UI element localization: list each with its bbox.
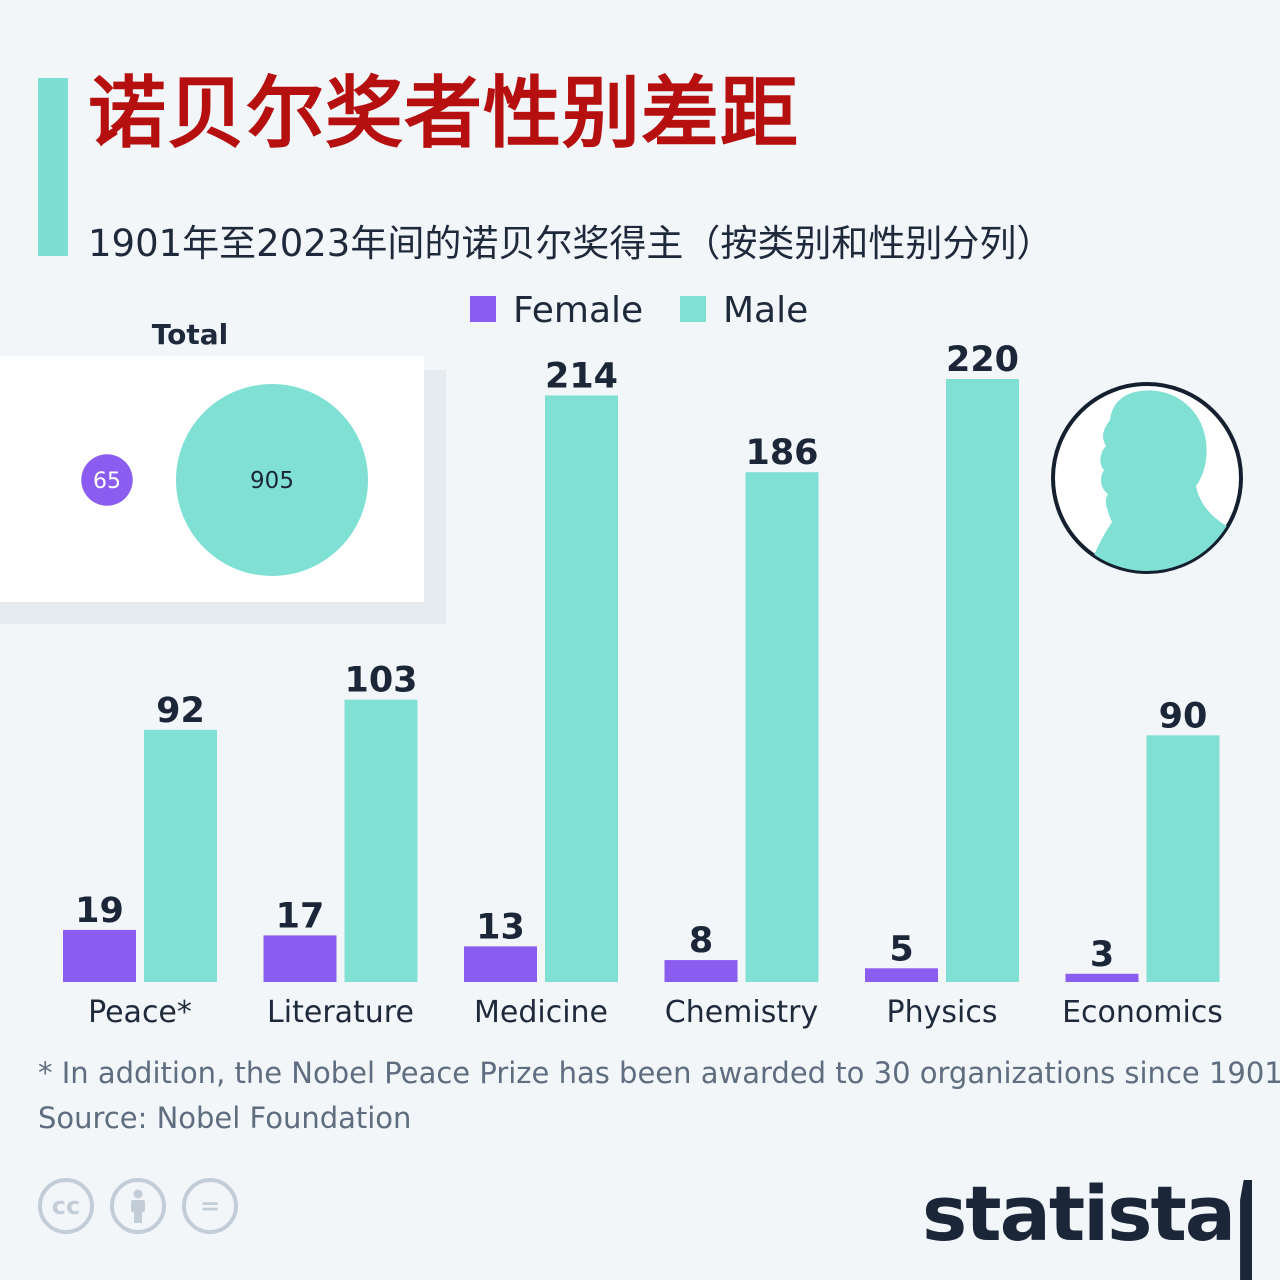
logo-text: statista: [922, 1172, 1236, 1258]
bar-female: [263, 935, 337, 982]
category-label: Economics: [1062, 995, 1223, 1030]
bar-female: [63, 929, 136, 982]
total-inset: Total 65 905: [0, 318, 446, 624]
legend: Female Male: [470, 290, 808, 331]
page-title: 诺贝尔奖者性别差距: [88, 69, 800, 159]
category-label: Peace*: [88, 995, 192, 1030]
accent-bar: [38, 78, 68, 256]
data-label-male: 92: [156, 691, 205, 731]
bar-male: [946, 379, 1019, 982]
bar-male: [144, 729, 217, 982]
bubble-female-label: 65: [93, 469, 121, 494]
bar-group: 17 103 Literature: [263, 661, 418, 1030]
bar-group: 3 90 Economics: [1062, 696, 1223, 1030]
bubble-male: [176, 384, 368, 576]
statista-logo[interactable]: statista: [922, 1172, 1252, 1280]
nobel-medal-profile-icon: [1051, 382, 1243, 574]
bar-group: 13 214 Medicine: [464, 356, 618, 1030]
bar-group: 8 186 Chemistry: [664, 433, 819, 1030]
bar-female: [1065, 973, 1139, 982]
bubble-male-label: 905: [250, 468, 294, 494]
no-derivatives-icon[interactable]: =: [182, 1178, 238, 1234]
legend-female-label: Female: [513, 290, 643, 331]
data-label-male: 186: [745, 433, 818, 473]
source-note: Source: Nobel Foundation: [38, 1101, 412, 1135]
logo-mark-icon: [1240, 1180, 1252, 1280]
bar-female: [865, 968, 938, 982]
bar-group: 5 220 Physics: [865, 340, 1019, 1030]
chart: Female Male 19 92 Peace* 17 103 Literature 13 214…: [0, 290, 1243, 1030]
data-label-female: 13: [476, 907, 525, 947]
footnote: * In addition, the Nobel Peace Prize has…: [38, 1056, 1280, 1090]
inset-title: Total: [152, 318, 229, 351]
page-subtitle: 1901年至2023年间的诺贝尔奖得主（按类别和性别分列）: [88, 222, 1054, 265]
data-label-female: 5: [889, 929, 913, 969]
category-label: Physics: [887, 995, 998, 1030]
bar-male: [1146, 735, 1220, 982]
category-label: Chemistry: [665, 995, 818, 1030]
bar-male: [745, 472, 819, 982]
category-label: Literature: [267, 995, 414, 1030]
bar-female: [664, 960, 738, 982]
bubble-female: [81, 454, 133, 506]
data-label-male: 214: [545, 356, 618, 396]
data-label-female: 19: [75, 891, 124, 931]
data-label-female: 8: [689, 921, 713, 961]
license-icons: cc =: [38, 1178, 238, 1234]
attribution-icon[interactable]: [110, 1178, 166, 1234]
data-label-male: 90: [1159, 696, 1208, 736]
legend-female-swatch: [470, 296, 496, 322]
bar-male: [344, 699, 418, 982]
bar-group: 19 92 Peace*: [63, 691, 217, 1030]
data-label-female: 3: [1090, 935, 1114, 975]
legend-male-label: Male: [723, 290, 808, 331]
bar-male: [545, 395, 618, 983]
data-label-female: 17: [276, 896, 325, 936]
category-label: Medicine: [474, 995, 608, 1030]
data-label-male: 103: [344, 661, 417, 701]
bar-female: [464, 946, 537, 982]
legend-male-swatch: [680, 296, 706, 322]
cc-icon[interactable]: cc: [38, 1178, 94, 1234]
data-label-male: 220: [946, 340, 1019, 380]
